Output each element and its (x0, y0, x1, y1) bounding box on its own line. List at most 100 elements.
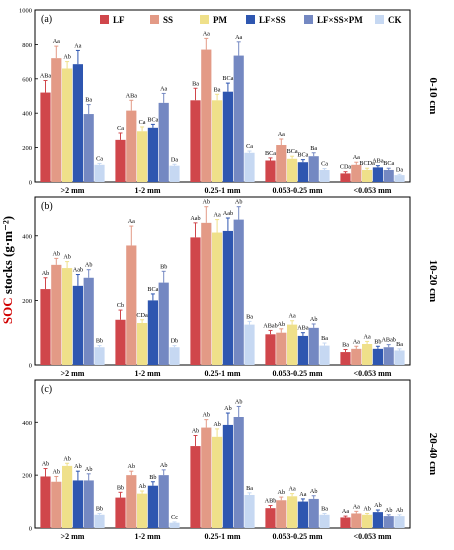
significance-label: Ab (74, 463, 82, 470)
bar (351, 513, 362, 528)
significance-label: Aa (353, 338, 360, 345)
category-label: 0.053-0.25 mm (273, 369, 323, 378)
y-tick-label: 200 (22, 298, 32, 305)
bar (169, 347, 180, 365)
significance-label: Bb (117, 484, 124, 491)
bar (201, 427, 212, 528)
legend-swatch (150, 15, 159, 24)
significance-label: Bb (160, 263, 167, 270)
bar (115, 139, 126, 182)
legend-swatch (246, 15, 255, 24)
panel-frame (34, 9, 411, 183)
bar (94, 347, 105, 365)
bar (115, 319, 126, 365)
significance-label: Ba (214, 86, 221, 93)
bar (126, 475, 137, 528)
significance-label: Ba (310, 145, 317, 152)
bar (372, 167, 383, 182)
bar (319, 345, 330, 365)
significance-label: Ab (192, 428, 200, 435)
significance-label: Ab (160, 462, 168, 469)
bar (297, 335, 308, 365)
bar (72, 480, 83, 528)
y-axis-title: SOC stocks (g·m⁻²) (0, 216, 15, 324)
bar (126, 245, 137, 365)
significance-label: Ab (203, 199, 211, 206)
panel-label: (b) (41, 201, 53, 212)
legend-label: PM (213, 15, 227, 25)
bar (287, 158, 298, 182)
bar (340, 517, 351, 528)
bar (308, 156, 319, 182)
significance-label: Ab (53, 468, 61, 475)
significance-label: Ba (246, 485, 253, 492)
significance-label: ABa (126, 92, 138, 99)
significance-label: CDa (136, 312, 148, 319)
y-axis-title-rest: stocks (g·m⁻²) (0, 216, 15, 298)
significance-label: Ab (235, 398, 243, 405)
y-tick-label: 600 (22, 76, 32, 83)
significance-label: Aa (235, 34, 242, 41)
significance-label: Aa (213, 212, 220, 219)
bar (394, 175, 405, 182)
bar (158, 282, 169, 365)
significance-label: Ba (321, 335, 328, 342)
bar (62, 465, 73, 528)
bar (158, 475, 169, 528)
significance-label: CDa (340, 164, 352, 171)
depth-label: 0-10 cm (427, 78, 439, 115)
bar (340, 352, 351, 365)
bar (287, 324, 298, 365)
bar (51, 264, 62, 365)
bar (233, 219, 244, 365)
significance-label: Aa (363, 333, 370, 340)
significance-label: Cb (117, 302, 124, 309)
bar (115, 497, 126, 528)
significance-label: ABa (372, 158, 384, 165)
significance-label: ABa (40, 73, 52, 80)
bar (383, 169, 394, 182)
bar (40, 92, 51, 182)
bar (83, 114, 94, 182)
significance-label: Ab (385, 507, 393, 514)
y-tick-label: 400 (22, 111, 32, 118)
significance-label: Ab (310, 488, 318, 495)
significance-label: Ca (139, 119, 146, 126)
bar (276, 332, 287, 365)
category-label: 0.25-1 mm (205, 369, 241, 378)
y-tick-label: 1000 (19, 8, 32, 15)
legend-label: CK (388, 15, 402, 25)
significance-label: BCDa (359, 160, 375, 167)
significance-label: Db (171, 338, 179, 345)
bar (51, 481, 62, 528)
significance-label: Da (171, 156, 178, 163)
significance-label: Aa (203, 30, 210, 37)
bar (362, 514, 373, 528)
significance-label: Bb (149, 474, 156, 481)
category-label: 1-2 mm (135, 186, 161, 195)
legend-swatch (375, 15, 384, 24)
significance-label: BCa (265, 150, 276, 157)
bar (201, 222, 212, 365)
significance-label: ABab (263, 322, 277, 329)
significance-label: Aa (288, 313, 295, 320)
bar (137, 493, 148, 528)
significance-label: Ca (96, 155, 103, 162)
bar (212, 100, 223, 182)
significance-label: Aa (53, 38, 60, 45)
bar (190, 100, 201, 182)
significance-label: Aa (288, 486, 295, 493)
significance-label: Bb (96, 338, 103, 345)
bar (137, 323, 148, 365)
bar (94, 164, 105, 182)
bar (319, 169, 330, 182)
significance-label: Ab (203, 412, 211, 419)
bar (40, 476, 51, 528)
legend-swatch (304, 15, 313, 24)
bar (265, 334, 276, 365)
legend: LF SS PM LF×SS LF×SS×PM CK (100, 15, 402, 25)
bar (319, 514, 330, 528)
